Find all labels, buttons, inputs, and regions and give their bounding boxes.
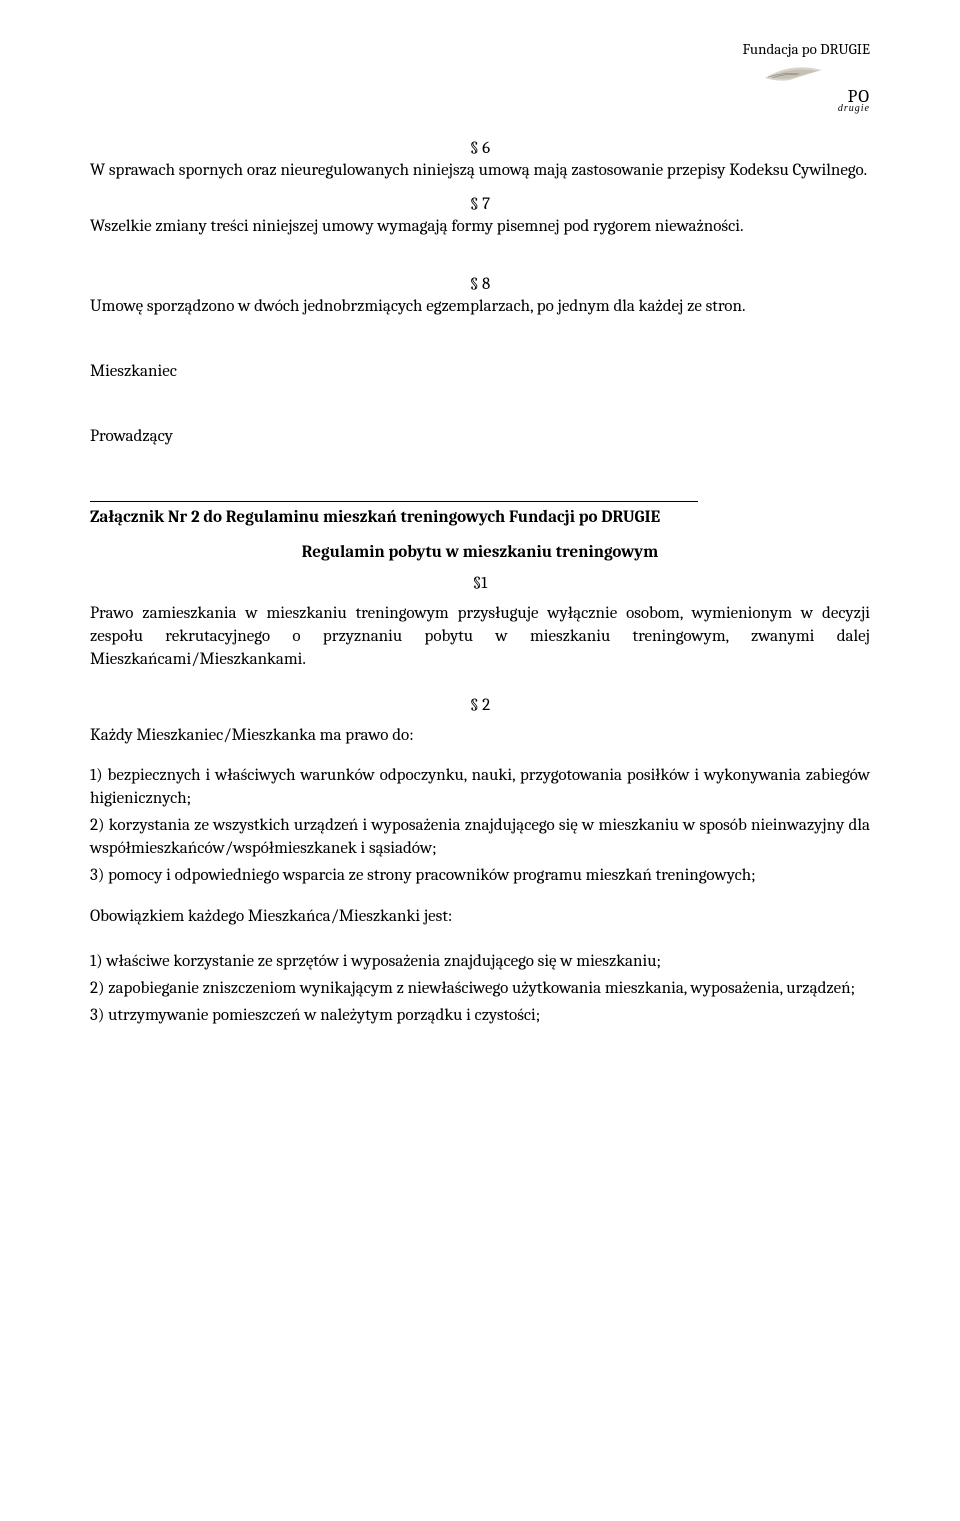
attach-s2-duty-1: 1) właściwe korzystanie ze sprzętów i wy… <box>90 951 870 974</box>
org-name: Fundacja po DRUGIE <box>90 40 870 58</box>
logo-block: PO drugie <box>90 60 870 114</box>
signatory-prowadzacy: Prowadzący <box>90 426 870 449</box>
attach-s1-number: §1 <box>90 574 870 593</box>
section-7-number: § 7 <box>90 195 870 214</box>
divider <box>90 501 698 502</box>
attach-s2-duty-2: 2) zapobieganie zniszczeniom wynikającym… <box>90 978 870 1001</box>
logo: PO drugie <box>760 60 870 114</box>
section-6-text: W sprawach spornych oraz nieuregulowanyc… <box>90 160 870 183</box>
attach-s2-duties-intro: Obowiązkiem każdego Mieszkańca/Mieszkank… <box>90 906 870 929</box>
attach-s2-intro: Każdy Mieszkaniec/Mieszkanka ma prawo do… <box>90 725 870 748</box>
section-8-number: § 8 <box>90 275 870 294</box>
attachment-title: Załącznik Nr 2 do Regulaminu mieszkań tr… <box>90 508 870 527</box>
section-7-text: Wszelkie zmiany treści niniejszej umowy … <box>90 216 870 239</box>
attach-s2-number: § 2 <box>90 696 870 715</box>
attach-s2-right-3: 3) pomocy i odpowiedniego wsparcia ze st… <box>90 865 870 888</box>
attach-s1-text: Prawo zamieszkania w mieszkaniu treningo… <box>90 603 870 672</box>
attachment-subtitle: Regulamin pobytu w mieszkaniu treningowy… <box>90 543 870 562</box>
signatory-mieszkaniec: Mieszkaniec <box>90 361 870 384</box>
attach-s2-right-1: 1) bezpiecznych i właściwych warunków od… <box>90 765 870 811</box>
attach-s2-right-2: 2) korzystania ze wszystkich urządzeń i … <box>90 815 870 861</box>
wing-icon <box>760 60 870 88</box>
attach-s2-duty-3: 3) utrzymywanie pomieszczeń w należytym … <box>90 1005 870 1028</box>
document-page: Fundacja po DRUGIE PO drugie § 6 W spraw… <box>0 0 960 1072</box>
section-8-text: Umowę sporządzono w dwóch jednobrzmiącyc… <box>90 296 870 319</box>
section-6-number: § 6 <box>90 139 870 158</box>
logo-subtext: drugie <box>760 103 870 114</box>
